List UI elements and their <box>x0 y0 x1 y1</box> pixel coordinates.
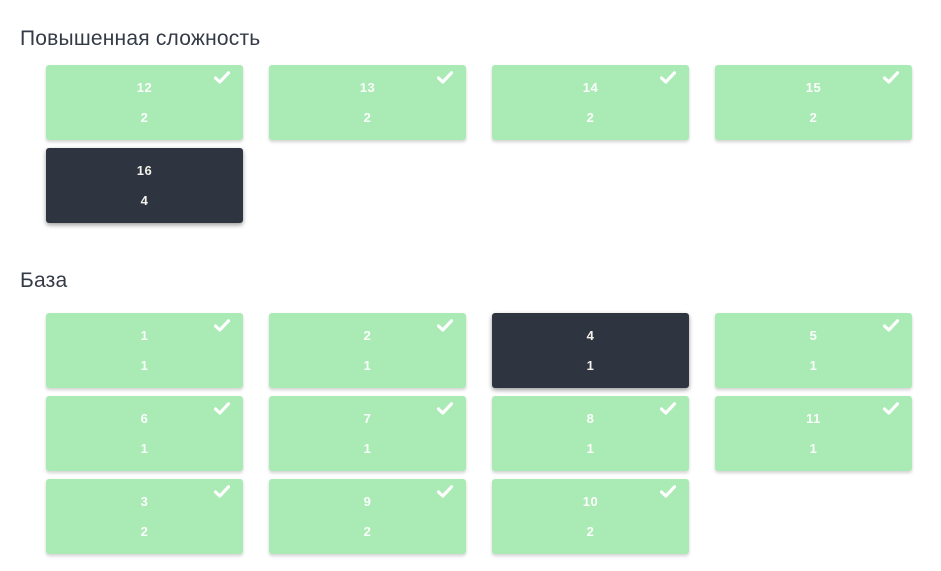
card-subnumber: 1 <box>363 358 372 373</box>
card-number: 3 <box>140 494 149 509</box>
task-card[interactable]: 12 2 <box>46 65 243 140</box>
check-icon <box>660 402 676 415</box>
check-icon <box>883 319 899 332</box>
card-subnumber: 1 <box>140 358 149 373</box>
check-icon <box>660 71 676 84</box>
card-subnumber: 2 <box>586 110 595 125</box>
section-title: База <box>20 269 68 292</box>
section-base: База 1 1 2 1 4 1 5 1 6 1 7 1 8 1 11 1 3 2 9 2 10 2 <box>20 268 912 554</box>
check-icon <box>214 485 230 498</box>
check-icon <box>214 319 230 332</box>
card-subnumber: 2 <box>586 524 595 539</box>
card-subnumber: 1 <box>809 358 818 373</box>
card-number: 13 <box>359 80 376 95</box>
card-subnumber: 1 <box>586 441 595 456</box>
card-number: 5 <box>809 328 818 343</box>
check-icon <box>660 485 676 498</box>
card-subnumber: 4 <box>140 193 149 208</box>
card-subnumber: 1 <box>586 358 595 373</box>
check-icon <box>437 485 453 498</box>
card-subnumber: 2 <box>140 110 149 125</box>
task-card[interactable]: 15 2 <box>715 65 912 140</box>
task-card[interactable]: 10 2 <box>492 479 689 554</box>
card-number: 9 <box>363 494 372 509</box>
card-number: 12 <box>136 80 153 95</box>
card-number: 4 <box>586 328 595 343</box>
card-subnumber: 2 <box>363 110 372 125</box>
card-subnumber: 2 <box>363 524 372 539</box>
card-number: 1 <box>140 328 149 343</box>
task-card[interactable]: 14 2 <box>492 65 689 140</box>
section-title: Повышенная сложность <box>20 27 261 50</box>
card-number: 11 <box>806 411 821 426</box>
task-card[interactable]: 11 1 <box>715 396 912 471</box>
card-number: 8 <box>586 411 595 426</box>
card-number: 15 <box>805 80 822 95</box>
check-icon <box>437 402 453 415</box>
check-icon <box>214 71 230 84</box>
card-number: 16 <box>136 163 153 178</box>
card-number: 10 <box>582 494 599 509</box>
check-icon <box>214 402 230 415</box>
card-number: 6 <box>140 411 149 426</box>
task-card[interactable]: 13 2 <box>269 65 466 140</box>
task-card[interactable]: 16 4 <box>46 148 243 223</box>
card-number: 14 <box>582 80 599 95</box>
check-icon <box>883 402 899 415</box>
card-subnumber: 2 <box>140 524 149 539</box>
card-grid: 1 1 2 1 4 1 5 1 6 1 7 1 8 1 11 1 3 2 9 2 10 2 <box>46 313 912 554</box>
card-number: 7 <box>363 411 372 426</box>
card-subnumber: 1 <box>363 441 372 456</box>
section-advanced: Повышенная сложность 12 2 13 2 14 2 15 2 16 4 <box>20 26 912 223</box>
card-number: 2 <box>363 328 372 343</box>
check-icon <box>883 71 899 84</box>
card-subnumber: 1 <box>140 441 149 456</box>
check-icon <box>437 319 453 332</box>
card-grid: 12 2 13 2 14 2 15 2 16 4 <box>46 65 912 223</box>
check-icon <box>437 71 453 84</box>
card-subnumber: 1 <box>809 441 818 456</box>
card-subnumber: 2 <box>809 110 818 125</box>
